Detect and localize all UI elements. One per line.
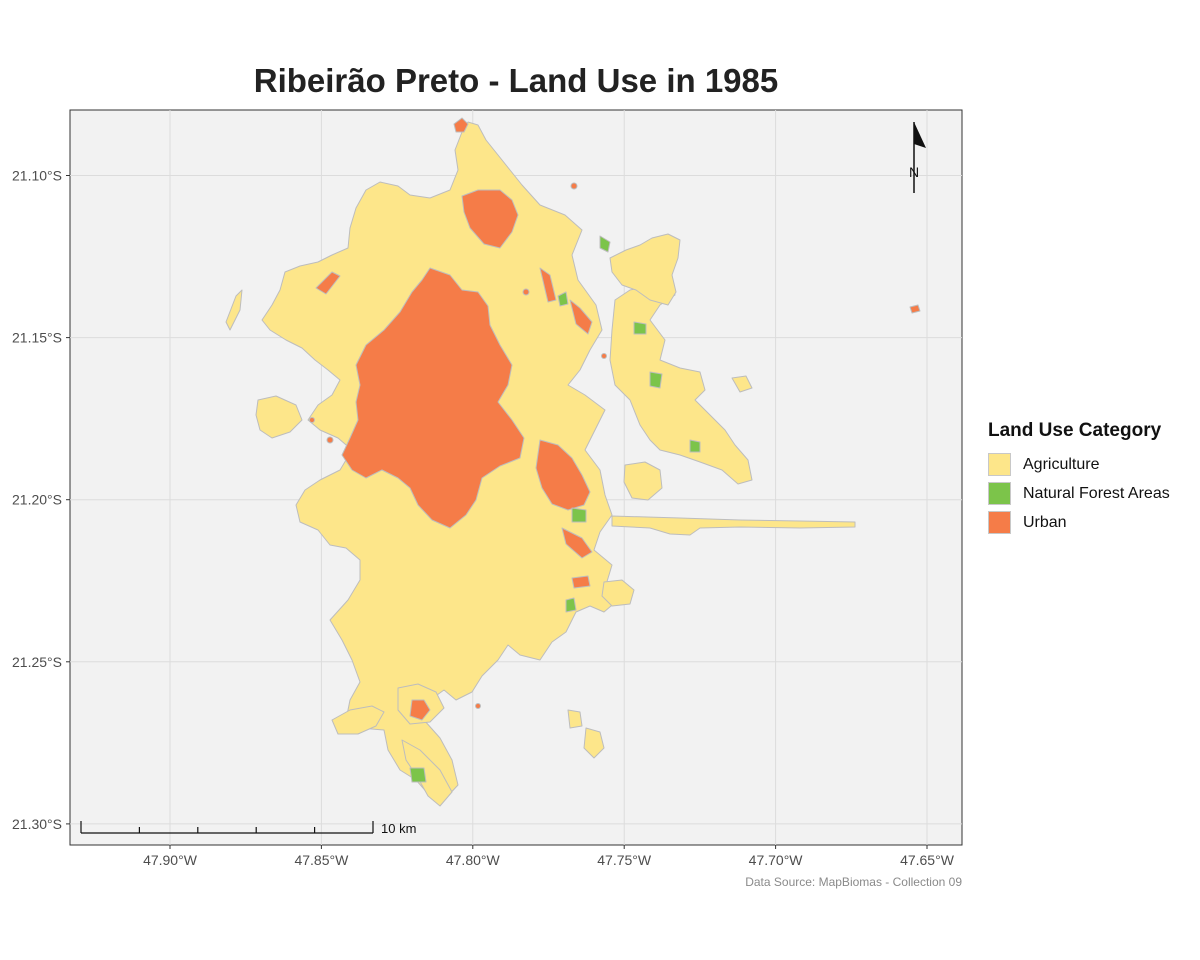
x-tick-label: 47.70°W (749, 852, 804, 868)
forest-patch-east (633, 321, 647, 335)
forest-patch-mid (565, 597, 577, 613)
agriculture-northeast-area (609, 233, 681, 306)
legend-item-forest: Natural Forest Areas (988, 479, 1170, 508)
urban-north-block (461, 189, 519, 249)
agriculture-northwest-island (225, 289, 243, 331)
scale-bar-ticks (80, 821, 374, 833)
x-tick-label: 47.85°W (294, 852, 349, 868)
agriculture-south-island-2 (567, 709, 583, 729)
north-arrow: N (909, 122, 926, 193)
urban-speck (475, 703, 481, 709)
map-title: Ribeirão Preto - Land Use in 1985 (253, 62, 779, 99)
scale-bar-label: 10 km (381, 821, 416, 836)
y-tick-label: 21.20°S (12, 492, 62, 508)
agriculture-south-strip (401, 739, 453, 807)
urban-speck (309, 417, 315, 423)
y-tick-label: 21.30°S (12, 816, 62, 832)
x-tick-label: 47.75°W (597, 852, 652, 868)
legend-swatch-forest (988, 482, 1011, 505)
scale-bar: 10 km (80, 821, 416, 836)
y-tick-label: 21.25°S (12, 654, 62, 670)
urban-southeast-small (571, 575, 591, 589)
y-tick-label: 21.15°S (12, 330, 62, 346)
legend-label-agriculture: Agriculture (1023, 455, 1100, 473)
urban-areas (315, 117, 921, 721)
urban-speck (522, 288, 530, 296)
agriculture-southwest-area (331, 705, 385, 735)
urban-west-strip (315, 271, 341, 295)
forest-areas (409, 235, 701, 783)
urban-north-tip (453, 117, 469, 133)
urban-east-block (535, 439, 591, 511)
forest-patch-northeast (599, 235, 611, 253)
forest-patch-east-3 (689, 439, 701, 453)
y-tick-label: 21.10°S (12, 168, 62, 184)
urban-east-small (909, 304, 921, 314)
x-tick-label: 47.80°W (446, 852, 501, 868)
urban-specks (309, 182, 607, 709)
x-axis: 47.90°W 47.85°W 47.80°W 47.75°W 47.70°W 47.65… (143, 845, 955, 868)
legend-item-urban: Urban (988, 508, 1170, 537)
forest-patch-north (557, 291, 569, 307)
urban-northeast-strip (569, 299, 593, 335)
agriculture-west-area (255, 395, 303, 439)
data-source-caption: Data Source: MapBiomas - Collection 09 (745, 875, 962, 889)
urban-southeast-strip (561, 527, 593, 559)
urban-speck (326, 436, 334, 444)
agriculture-east-corridor (611, 515, 856, 536)
urban-speck (601, 353, 607, 359)
legend: Land Use Category Agriculture Natural Fo… (988, 420, 1170, 537)
north-arrow-label: N (909, 164, 919, 180)
legend-label-urban: Urban (1023, 513, 1067, 531)
agriculture-southeast-area (623, 461, 663, 501)
legend-item-agriculture: Agriculture (988, 450, 1170, 479)
forest-patch-east-2 (649, 371, 663, 389)
agriculture-south-island (583, 727, 605, 759)
north-arrow-head (914, 122, 926, 148)
forest-patch-south (409, 767, 427, 783)
urban-mid-strip (539, 267, 557, 303)
urban-speck (570, 182, 578, 190)
legend-label-forest: Natural Forest Areas (1023, 484, 1170, 502)
agriculture-east-island (731, 375, 753, 393)
urban-core (341, 267, 525, 529)
y-axis: 21.10°S 21.15°S 21.20°S 21.25°S 21.30°S (12, 168, 70, 832)
map-gridlines (70, 110, 962, 845)
legend-swatch-agriculture (988, 453, 1011, 476)
forest-patch-southeast (571, 507, 587, 523)
land-use-layer (225, 117, 921, 807)
urban-south-block (409, 699, 431, 721)
agriculture-southeast-island (601, 579, 635, 607)
legend-title: Land Use Category (988, 420, 1162, 441)
legend-swatch-urban (988, 511, 1011, 534)
x-tick-label: 47.90°W (143, 852, 198, 868)
x-tick-label: 47.65°W (900, 852, 955, 868)
